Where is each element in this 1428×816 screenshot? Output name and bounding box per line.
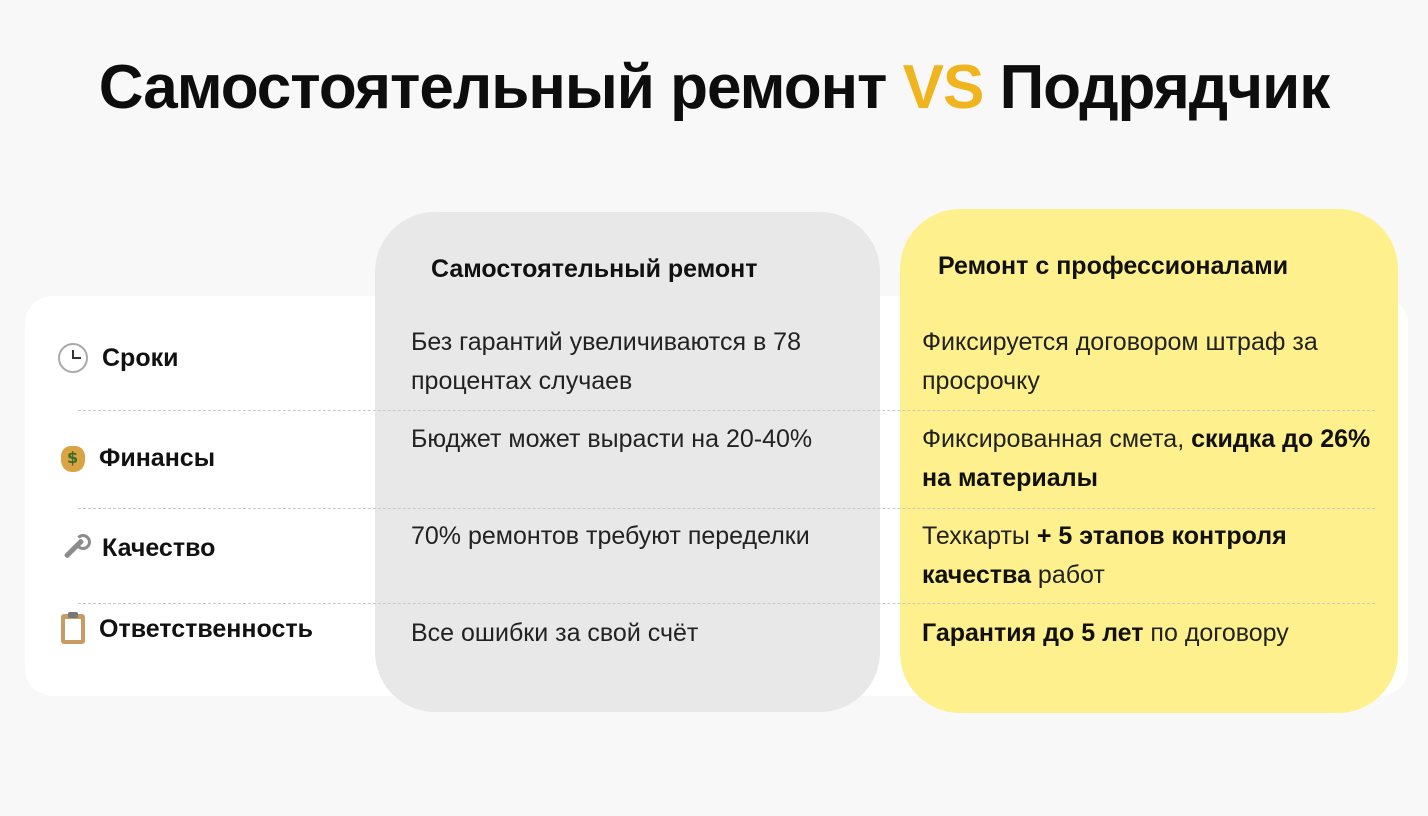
cell-pro-quality: Техкарты + 5 этапов контроля качества ра… xyxy=(922,517,1382,595)
cell-text-bold: + 5 этапов контроля качества xyxy=(922,522,1287,589)
cell-pro-finances: Фиксированная смета, скидка до 26% на ма… xyxy=(922,420,1382,498)
row-label-responsibility: Ответственность xyxy=(58,612,313,644)
wrench-icon xyxy=(58,533,91,563)
row-label-text: Ответственность xyxy=(99,614,313,643)
clipboard-icon xyxy=(61,612,85,644)
cell-self-quality: 70% ремонтов требуют переделки xyxy=(411,522,810,550)
professional-repair-header: Ремонт с профессионалами xyxy=(938,252,1289,280)
page-title: Самостоятельный ремонт VS Подрядчик xyxy=(0,52,1428,123)
cell-text: Фиксированная смета, xyxy=(922,425,1192,453)
row-label-text: Сроки xyxy=(102,343,179,372)
title-part-contractor: Подрядчик xyxy=(983,53,1331,122)
clock-icon xyxy=(58,343,88,373)
title-part-self: Самостоятельный ремонт xyxy=(98,53,903,122)
row-label-text: Качество xyxy=(102,533,216,562)
cell-text-bold: скидка до 26% на материалы xyxy=(922,425,1371,492)
self-repair-header: Самостоятельный ремонт xyxy=(431,255,758,283)
cell-text: по договору xyxy=(1143,619,1289,647)
cell-text: Фиксируется договором штраф за просрочку xyxy=(922,328,1318,395)
row-divider xyxy=(78,603,1375,604)
title-vs: VS xyxy=(902,53,985,122)
row-label-quality: Качество xyxy=(58,533,215,563)
cell-self-finances: Бюджет может вырасти на 20-40% xyxy=(411,425,813,453)
professional-repair-column xyxy=(900,209,1398,713)
cell-text: Техкарты xyxy=(922,522,1037,550)
cell-pro-responsibility: Гарантия до 5 лет по договору xyxy=(922,614,1382,653)
row-label-text: Финансы xyxy=(99,444,216,472)
row-divider xyxy=(78,508,1375,509)
cell-text-bold: Гарантия до 5 лет xyxy=(922,619,1144,647)
cell-text: работ xyxy=(1030,561,1105,589)
cell-self-responsibility: Все ошибки за свой счёт xyxy=(411,619,699,647)
row-divider xyxy=(78,410,1375,411)
cell-self-deadlines: Без гарантий увеличиваются в 78 процента… xyxy=(411,328,801,395)
self-repair-column xyxy=(375,212,880,712)
row-label-deadlines: Сроки xyxy=(58,343,178,373)
cell-pro-deadlines: Фиксируется договором штраф за просрочку xyxy=(922,323,1382,401)
row-label-finances: Финансы xyxy=(58,444,215,473)
money-bag-icon xyxy=(61,445,85,472)
